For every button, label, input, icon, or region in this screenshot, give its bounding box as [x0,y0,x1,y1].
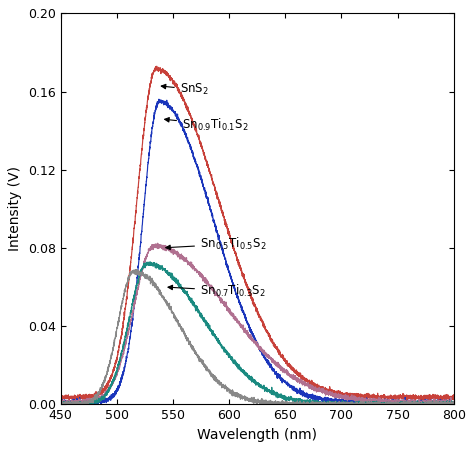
Y-axis label: Intensity (V): Intensity (V) [9,166,22,251]
Text: Sn$_{0.5}$Ti$_{0.5}$S$_2$: Sn$_{0.5}$Ti$_{0.5}$S$_2$ [166,236,266,252]
Text: Sn$_{0.9}$Ti$_{0.1}$S$_2$: Sn$_{0.9}$Ti$_{0.1}$S$_2$ [164,117,248,133]
Text: SnS$_2$: SnS$_2$ [161,82,209,97]
Text: Sn$_{0.7}$Ti$_{0.3}$S$_2$: Sn$_{0.7}$Ti$_{0.3}$S$_2$ [168,283,266,299]
X-axis label: Wavelength (nm): Wavelength (nm) [197,428,317,441]
